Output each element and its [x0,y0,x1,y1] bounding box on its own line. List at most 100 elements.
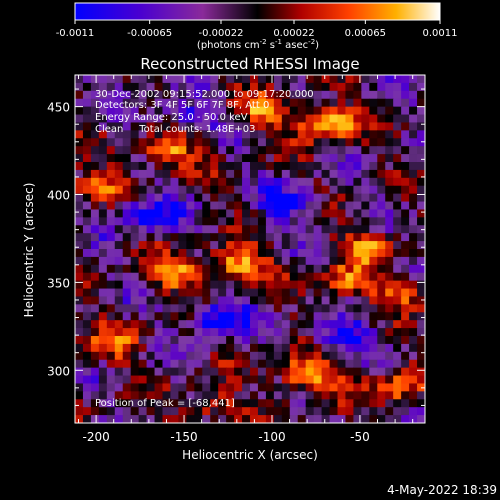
heatmap-cell [417,201,425,211]
heatmap-cell [75,264,84,274]
heatmap-cell [226,359,235,369]
heatmap-cell [297,367,307,377]
heatmap-cell [305,130,315,139]
heatmap-cell [98,122,108,131]
heatmap-cell [377,249,386,258]
heatmap-cell [385,146,394,155]
heatmap-cell [106,130,116,139]
heatmap-cell [186,296,195,305]
heatmap-cell [226,280,235,290]
heatmap-cell [75,343,84,353]
heatmap-cell [369,130,378,139]
heatmap-cell [242,304,251,313]
heatmap-cell [401,225,410,234]
heatmap-cell [361,367,370,377]
heatmap-cell [265,328,275,337]
heatmap-cell [82,217,92,226]
heatmap-cell [369,146,378,155]
heatmap-cell [114,90,124,100]
heatmap-cell [313,225,323,234]
heatmap-cell [369,343,378,353]
heatmap-cell [90,367,100,377]
heatmap-cell [353,328,362,337]
heatmap-cell [297,90,307,100]
heatmap-cell [353,162,362,171]
heatmap-cell [329,185,339,195]
heatmap-cell [321,75,331,84]
heatmap-cell [305,288,315,298]
heatmap-cell [321,90,331,100]
heatmap-cell [289,249,299,258]
heatmap-cell [281,407,291,416]
heatmap-cell [297,225,307,234]
heatmap-cell [186,122,195,131]
heatmap-cell [114,169,124,179]
heatmap-cell [114,193,124,203]
heatmap-cell [250,328,259,337]
heatmap-cell [289,177,299,187]
heatmap-cell [218,98,227,108]
heatmap-cell [75,407,84,416]
heatmap-cell [242,146,251,155]
heatmap-cell [90,288,100,298]
heatmap-cell [313,288,323,298]
heatmap-cell [114,75,124,84]
heatmap-cell [250,193,259,203]
heatmap-cell [170,75,179,84]
heatmap-cell [289,106,299,116]
heatmap-cell [313,98,323,108]
heatmap-cell [409,328,418,337]
heatmap-cell [281,415,291,423]
heatmap-cell [114,328,124,337]
heatmap-cell [377,312,386,321]
heatmap-cell [146,256,156,266]
heatmap-cell [242,320,251,329]
heatmap-cell [377,225,386,234]
heatmap-cell [146,225,156,234]
heatmap-cell [321,312,331,321]
heatmap-cell [170,272,179,282]
heatmap-cell [226,367,235,377]
heatmap-cell [265,288,275,298]
heatmap-cell [90,130,100,139]
heatmap-cell [226,264,235,274]
heatmap-cell [242,272,251,282]
heatmap-cell [345,82,354,92]
heatmap-cell [178,233,187,242]
heatmap-cell [210,351,219,361]
heatmap-cell [162,375,172,385]
heatmap-cell [409,193,418,203]
heatmap-cell [162,367,172,377]
heatmap-cell [242,264,251,274]
heatmap-cell [401,75,410,84]
heatmap-cell [162,75,172,84]
heatmap-cell [289,193,299,203]
heatmap-cell [313,177,323,187]
heatmap-cell [353,201,362,211]
heatmap-cell [369,177,378,187]
heatmap-cell [345,106,354,116]
heatmap-cell [218,256,227,266]
heatmap-cell [361,209,370,218]
colorbar-tick-label: 0.0011 [423,28,458,39]
heatmap-cell [305,209,315,218]
heatmap-cell [313,241,323,250]
heatmap-cell [194,233,203,242]
heatmap-cell [98,225,108,234]
heatmap-cell [210,264,219,274]
heatmap-cell [75,225,84,234]
heatmap-cell [329,343,339,353]
heatmap-cell [377,114,386,124]
heatmap-cell [289,375,299,385]
heatmap-cell [98,288,108,298]
heatmap-cell [385,359,394,369]
heatmap-cell [75,328,84,337]
heatmap-cell [154,106,164,116]
heatmap-cell [257,383,267,392]
heatmap-cell [297,193,307,203]
heatmap-cell [234,296,243,305]
heatmap-cell [377,304,386,313]
heatmap-cell [218,359,227,369]
heatmap-cell [297,114,307,124]
heatmap-cell [385,328,394,337]
